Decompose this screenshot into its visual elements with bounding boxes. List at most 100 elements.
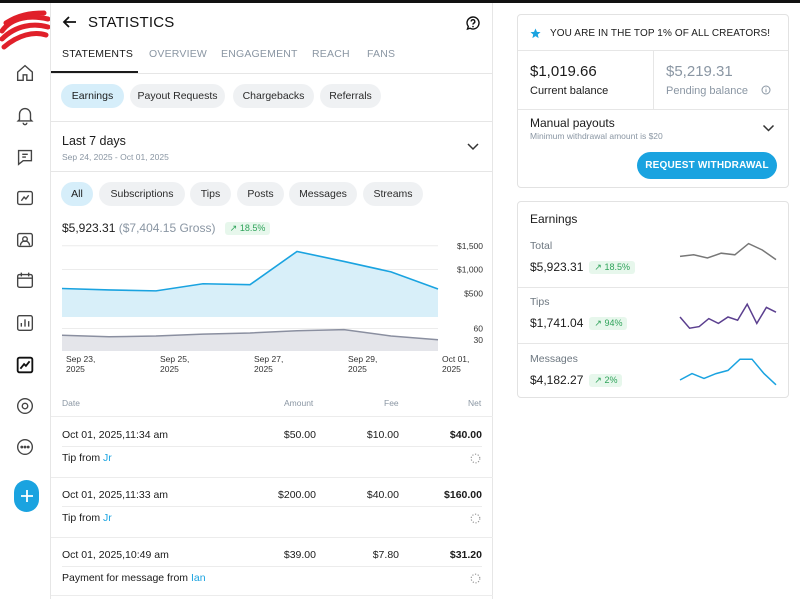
filter-all[interactable]: All <box>61 182 93 206</box>
change-value: 94% <box>604 318 623 328</box>
earnings-totals: $5,923.31 ($7,404.15 Gross) ↗ 18.5% <box>62 221 271 235</box>
request-withdrawal-button[interactable]: REQUEST WITHDRAWAL <box>637 152 777 179</box>
image-icon[interactable] <box>13 228 37 252</box>
top-border <box>0 0 800 3</box>
earnings-line <box>61 250 439 292</box>
y-tick-count: 60 <box>474 324 484 334</box>
filter-messages[interactable]: Messages <box>289 182 357 206</box>
back-arrow-icon[interactable] <box>61 13 79 31</box>
desc-text: Tip from <box>62 452 104 464</box>
x-tick-label: 2025 <box>442 364 461 374</box>
chevron-down-icon[interactable] <box>466 142 480 152</box>
manual-payouts-title[interactable]: Manual payouts <box>530 116 615 130</box>
divider <box>518 343 788 344</box>
divider <box>51 171 493 172</box>
calendar-icon[interactable] <box>13 268 37 292</box>
divider <box>518 287 788 288</box>
sender-link[interactable]: Ian <box>190 572 206 584</box>
divider <box>51 121 493 122</box>
bell-icon[interactable] <box>13 103 37 127</box>
change-badge: ↗ 2% <box>589 374 623 387</box>
row-description: Tip from Jr <box>62 512 112 524</box>
home-icon[interactable] <box>13 61 37 85</box>
row-amount: $200.00 <box>278 489 316 501</box>
x-tick-label: Sep 25, <box>160 354 189 364</box>
redaction-scribble <box>0 10 50 50</box>
x-tick-label: 2025 <box>66 364 85 374</box>
col-amount: Amount <box>284 398 314 408</box>
row-separator <box>51 537 493 538</box>
active-tab-indicator <box>51 71 138 73</box>
col-fee: Fee <box>384 398 399 408</box>
subtab-chargebacks[interactable]: Chargebacks <box>233 84 314 108</box>
vault-icon[interactable] <box>13 186 37 210</box>
page-title: STATISTICS <box>88 14 175 31</box>
x-tick-label: 2025 <box>254 364 273 374</box>
subtab-referrals[interactable]: Referrals <box>320 84 381 108</box>
info-icon[interactable] <box>761 85 771 95</box>
loading-spinner-icon <box>470 513 481 524</box>
col-date: Date <box>62 398 80 408</box>
bar-chart-icon[interactable] <box>13 311 37 335</box>
row-date: Oct 01, 2025,11:33 am <box>62 489 169 501</box>
filter-posts[interactable]: Posts <box>237 182 284 206</box>
sender-link[interactable]: Jr <box>103 452 112 464</box>
sparkline-path <box>679 302 777 330</box>
value-text: $1,741.04 <box>530 316 584 330</box>
loading-spinner-icon <box>470 573 481 584</box>
earnings-tips-value: $1,741.04 ↗ 94% <box>530 316 628 330</box>
row-separator <box>62 446 482 447</box>
chevron-down-icon[interactable] <box>762 124 775 133</box>
earnings-tips-label: Tips <box>530 296 550 308</box>
trend-icon[interactable] <box>13 353 37 377</box>
row-separator <box>51 416 493 417</box>
tips-sparkline <box>679 302 777 330</box>
tab-fans[interactable]: FANS <box>367 48 396 60</box>
divider <box>518 109 788 110</box>
filter-subscriptions[interactable]: Subscriptions <box>99 182 185 206</box>
statistics-tabs: STATEMENTS OVERVIEW ENGAGEMENT REACH FAN… <box>51 43 493 74</box>
y-tick-earnings: $1,000 <box>457 265 483 275</box>
profile-icon[interactable] <box>13 394 37 418</box>
filter-tips[interactable]: Tips <box>190 182 231 206</box>
row-fee: $10.00 <box>366 429 399 441</box>
y-tick-earnings: $1,500 <box>457 241 483 251</box>
current-balance-value: $1,019.66 <box>530 63 597 80</box>
help-icon[interactable] <box>464 14 482 32</box>
row-net: $160.00 <box>444 489 482 501</box>
tab-reach[interactable]: REACH <box>312 48 350 60</box>
manual-payouts-subtitle: Minimum withdrawal amount is $20 <box>530 131 663 141</box>
new-post-button[interactable] <box>14 480 39 512</box>
earnings-messages-label: Messages <box>530 353 578 365</box>
row-amount: $50.00 <box>283 429 316 441</box>
desc-text: Tip from <box>62 512 104 524</box>
earnings-total-value: $5,923.31 ↗ 18.5% <box>530 260 635 274</box>
more-icon[interactable] <box>13 435 37 459</box>
chat-icon[interactable] <box>13 145 37 169</box>
sidebar-nav <box>0 3 51 599</box>
x-tick-label: Oct 01, <box>442 354 469 364</box>
top-creator-text: YOU ARE IN THE TOP 1% OF ALL CREATORS! <box>550 28 771 39</box>
row-description: Payment for message from Ian <box>62 572 206 584</box>
tab-overview[interactable]: OVERVIEW <box>149 48 208 60</box>
x-tick-label: Sep 27, <box>254 354 283 364</box>
sparkline-path <box>679 358 777 386</box>
earnings-title: Earnings <box>530 212 578 226</box>
row-date: Oct 01, 2025,11:34 am <box>62 429 169 441</box>
tab-engagement[interactable]: ENGAGEMENT <box>221 48 298 60</box>
row-fee: $40.00 <box>366 489 399 501</box>
date-range-title[interactable]: Last 7 days <box>62 134 126 148</box>
count-line <box>61 328 439 341</box>
loading-spinner-icon <box>470 453 481 464</box>
row-fee: $7.80 <box>372 549 399 561</box>
messages-sparkline <box>679 358 777 386</box>
subtab-payout-requests[interactable]: Payout Requests <box>130 84 225 108</box>
statistics-panel: STATISTICS STATEMENTS OVERVIEW ENGAGEMEN… <box>51 3 493 599</box>
earnings-messages-value: $4,182.27 ↗ 2% <box>530 373 623 387</box>
row-net: $40.00 <box>449 429 482 441</box>
change-badge: ↗ 18.5% <box>589 261 635 274</box>
tab-statements[interactable]: STATEMENTS <box>62 48 134 60</box>
sender-link[interactable]: Jr <box>103 512 112 524</box>
filter-streams[interactable]: Streams <box>363 182 423 206</box>
subtab-earnings[interactable]: Earnings <box>61 84 124 108</box>
